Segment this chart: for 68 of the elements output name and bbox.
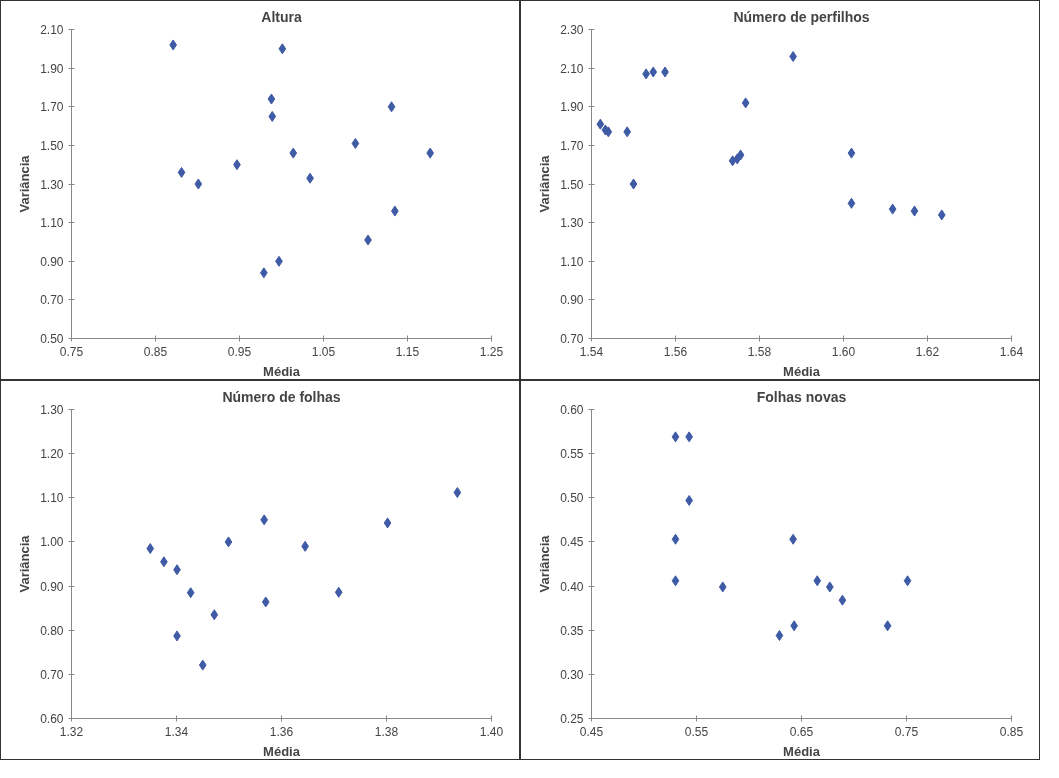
y-tick-label: 2.30: [560, 23, 584, 37]
y-tick-label: 0.70: [560, 332, 584, 346]
x-tick-label: 1.25: [479, 344, 504, 359]
y-tick-label: 1.10: [40, 216, 64, 231]
y-tick-label: 0.45: [560, 535, 584, 550]
y-tick-label: 0.70: [40, 667, 64, 682]
x-tick-label: 1.15: [395, 344, 420, 359]
y-tick-label: 0.90: [560, 293, 584, 308]
x-tick-label: 0.75: [59, 344, 84, 359]
y-tick-label: 1.50: [560, 177, 584, 192]
x-tick-label: 1.34: [164, 724, 189, 739]
y-tick-label: 0.25: [560, 712, 584, 726]
y-axis-title: Variância: [17, 534, 33, 593]
y-tick-label: 1.20: [40, 447, 64, 462]
x-tick-label: 1.54: [579, 344, 604, 359]
y-tick-label: 1.90: [40, 61, 64, 76]
y-tick-label: 1.10: [40, 491, 64, 506]
y-axis-title: Variância: [537, 534, 553, 593]
x-tick-label: 1.62: [915, 344, 940, 359]
x-tick-label: 1.38: [374, 724, 399, 739]
x-tick-label: 0.55: [684, 724, 709, 739]
x-tick-label: 1.36: [269, 724, 294, 739]
x-tick-label: 0.65: [789, 724, 814, 739]
y-axis-title: Variância: [537, 154, 553, 213]
chart-title: Folhas novas: [756, 388, 847, 405]
y-tick-label: 0.55: [560, 447, 584, 462]
y-tick-label: 0.60: [560, 403, 584, 417]
y-tick-label: 0.40: [560, 579, 584, 594]
y-tick-label: 1.30: [40, 177, 64, 192]
y-tick-label: 0.70: [40, 293, 64, 308]
y-tick-label: 1.50: [40, 138, 64, 153]
y-tick-label: 0.80: [40, 623, 64, 638]
y-tick-label: 0.60: [40, 712, 64, 726]
x-tick-label: 1.64: [999, 344, 1024, 359]
y-tick-label: 1.30: [40, 403, 64, 417]
x-axis-title: Média: [263, 743, 301, 759]
y-tick-label: 0.50: [40, 332, 64, 346]
y-tick-label: 1.30: [560, 216, 584, 231]
x-tick-label: 1.40: [479, 724, 504, 739]
y-tick-label: 0.50: [560, 491, 584, 506]
chart-title: Altura: [261, 8, 302, 25]
x-tick-label: 0.95: [227, 344, 252, 359]
x-axis-title: Média: [783, 363, 821, 379]
y-tick-label: 0.90: [40, 579, 64, 594]
x-tick-label: 1.05: [311, 344, 336, 359]
y-tick-label: 0.30: [560, 667, 584, 682]
y-tick-label: 2.10: [40, 23, 64, 37]
x-tick-label: 0.75: [894, 724, 919, 739]
y-tick-label: 0.35: [560, 623, 584, 638]
x-tick-label: 1.56: [663, 344, 688, 359]
x-tick-label: 1.58: [747, 344, 772, 359]
x-tick-label: 1.32: [59, 724, 84, 739]
x-axis-title: Média: [783, 743, 821, 759]
x-tick-label: 1.60: [831, 344, 856, 359]
x-tick-label: 0.85: [999, 724, 1024, 739]
y-tick-label: 1.90: [560, 100, 584, 115]
y-tick-label: 1.00: [40, 535, 64, 550]
y-tick-label: 2.10: [560, 61, 584, 76]
x-tick-label: 0.85: [143, 344, 168, 359]
chart-title: Número de folhas: [222, 388, 341, 405]
x-axis-title: Média: [263, 363, 301, 379]
y-tick-label: 1.70: [40, 100, 64, 115]
chart-title: Número de perfilhos: [733, 8, 870, 25]
y-tick-label: 1.70: [560, 138, 584, 153]
y-tick-label: 1.10: [560, 254, 584, 269]
x-tick-label: 0.45: [579, 724, 604, 739]
y-axis-title: Variância: [17, 154, 33, 213]
y-tick-label: 0.90: [40, 254, 64, 269]
